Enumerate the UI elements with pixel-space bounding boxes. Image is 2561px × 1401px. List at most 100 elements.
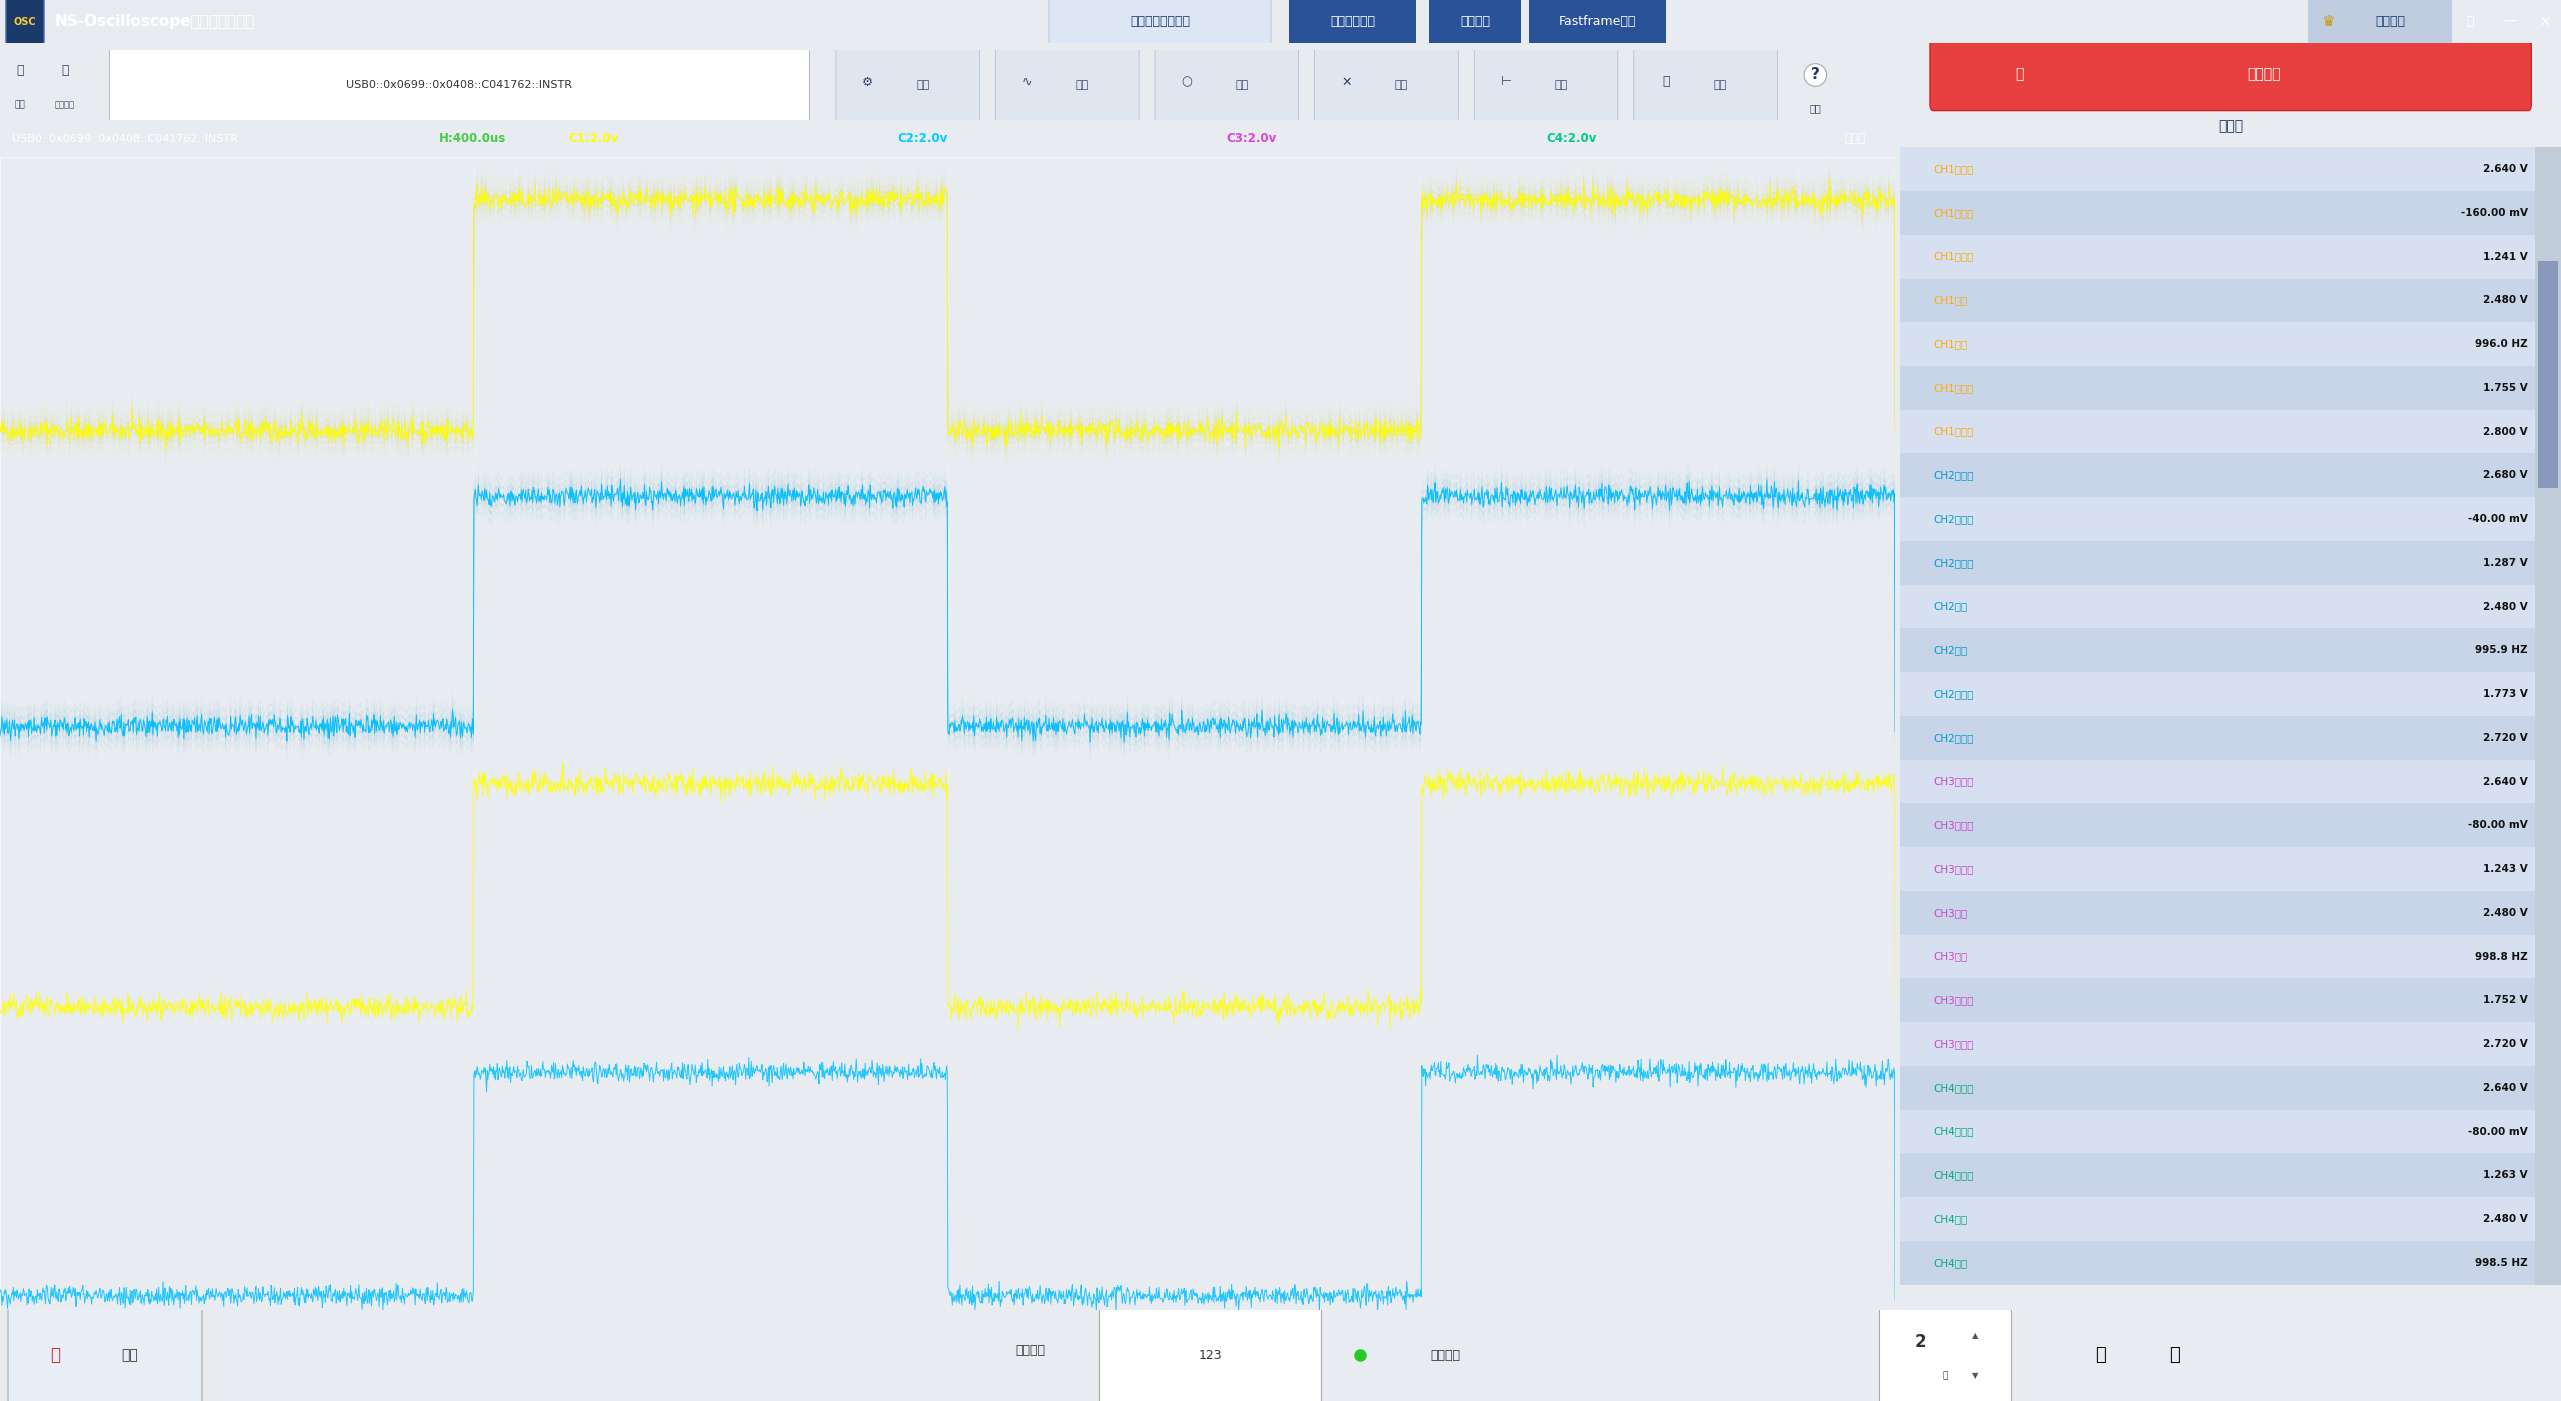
Text: H:400.0us: H:400.0us	[438, 132, 507, 146]
Text: 屏幕波形测量采集: 屏幕波形测量采集	[1129, 15, 1191, 28]
Text: 995.9 HZ: 995.9 HZ	[2476, 646, 2528, 656]
Text: 2.640 V: 2.640 V	[2484, 1083, 2528, 1093]
Text: 已触发: 已触发	[1844, 132, 1864, 146]
Text: CH2最低值: CH2最低值	[1934, 733, 1975, 743]
Text: ×: ×	[2538, 14, 2551, 29]
Bar	[1900, 1066, 2561, 1110]
Text: ▲: ▲	[1972, 1331, 1977, 1339]
FancyBboxPatch shape	[1634, 0, 1777, 255]
FancyBboxPatch shape	[835, 0, 978, 255]
Bar	[2535, 147, 2561, 1285]
Text: 内存波形采集: 内存波形采集	[1329, 15, 1375, 28]
Text: C2:2.0v: C2:2.0v	[899, 132, 948, 146]
FancyBboxPatch shape	[1931, 36, 2530, 111]
Text: ♛: ♛	[2320, 14, 2336, 29]
Text: 光标: 光标	[1555, 80, 1567, 91]
Text: CH1平均值: CH1平均值	[1934, 252, 1975, 262]
Bar	[1900, 1153, 2561, 1196]
Text: ▼: ▼	[1972, 1372, 1977, 1380]
Text: 测量: 测量	[1713, 80, 1726, 91]
Text: 996.0 HZ: 996.0 HZ	[2476, 339, 2528, 349]
Text: CH3幅值: CH3幅值	[1934, 908, 1967, 918]
Text: USB0::0x0699::0x0408::C041762::INSTR: USB0::0x0699::0x0408::C041762::INSTR	[13, 133, 238, 144]
FancyBboxPatch shape	[8, 1135, 202, 1401]
Bar	[1900, 629, 2561, 672]
Text: CH1幅值: CH1幅值	[1934, 296, 1967, 305]
Text: ⏸: ⏸	[51, 1346, 59, 1365]
Bar	[1900, 191, 2561, 235]
FancyBboxPatch shape	[1050, 0, 1270, 85]
Text: CH4最大值: CH4最大值	[1934, 1083, 1975, 1093]
Bar	[1900, 1196, 2561, 1241]
Text: 永次授权: 永次授权	[2374, 15, 2405, 28]
Text: 1.755 V: 1.755 V	[2484, 382, 2528, 392]
Text: 👤: 👤	[2466, 15, 2474, 28]
Text: CH4平均值: CH4平均值	[1934, 1170, 1975, 1180]
FancyBboxPatch shape	[1429, 0, 1521, 85]
Text: 设置: 设置	[917, 80, 930, 91]
Text: OSC: OSC	[13, 17, 36, 27]
Bar	[1900, 279, 2561, 322]
Bar	[1900, 541, 2561, 584]
Text: CH3最低值: CH3最低值	[1934, 1040, 1975, 1049]
Bar	[1900, 848, 2561, 891]
Text: 帧: 帧	[1941, 1372, 1949, 1380]
Text: CH4幅值: CH4幅值	[1934, 1215, 1967, 1224]
Text: CH3最小值: CH3最小值	[1934, 821, 1975, 831]
Bar	[1900, 366, 2561, 409]
Text: ⏸: ⏸	[2016, 67, 2023, 81]
Text: CH3有效值: CH3有效值	[1934, 995, 1975, 1006]
Text: 2: 2	[1913, 1332, 1926, 1351]
Text: CH1频率: CH1频率	[1934, 339, 1967, 349]
Text: 998.5 HZ: 998.5 HZ	[2476, 1258, 2528, 1268]
Text: 2.480 V: 2.480 V	[2484, 296, 2528, 305]
FancyBboxPatch shape	[1155, 0, 1298, 255]
Text: ✕: ✕	[1342, 76, 1352, 88]
Bar	[1900, 978, 2561, 1023]
Text: 通道: 通道	[1234, 80, 1247, 91]
Bar	[1900, 803, 2561, 848]
Bar	[1900, 454, 2561, 497]
Text: -160.00 mV: -160.00 mV	[2461, 207, 2528, 219]
Text: 🔗: 🔗	[15, 63, 23, 77]
Text: 触发: 触发	[1396, 80, 1409, 91]
Text: NS-Oscilloscope示波器控制软件: NS-Oscilloscope示波器控制软件	[54, 14, 256, 29]
Text: CH2平均值: CH2平均值	[1934, 558, 1975, 567]
Text: CH3最大值: CH3最大值	[1934, 776, 1975, 786]
Bar	[1900, 759, 2561, 803]
FancyBboxPatch shape	[2307, 0, 2451, 127]
Text: 连接: 连接	[15, 101, 26, 109]
Text: Fastframe辅助: Fastframe辅助	[1560, 15, 1636, 28]
Text: CH3频率: CH3频率	[1934, 951, 1967, 961]
Text: 2.640 V: 2.640 V	[2484, 164, 2528, 174]
FancyBboxPatch shape	[1880, 1226, 2010, 1401]
Text: 停止: 停止	[120, 1349, 138, 1362]
Text: 2.800 V: 2.800 V	[2484, 427, 2528, 437]
Text: CH2有效值: CH2有效值	[1934, 689, 1975, 699]
FancyBboxPatch shape	[1288, 0, 1416, 85]
Bar	[1900, 409, 2561, 454]
Text: CH1最小值: CH1最小值	[1934, 207, 1975, 219]
Text: CH3平均值: CH3平均值	[1934, 864, 1975, 874]
Text: 2.480 V: 2.480 V	[2484, 601, 2528, 612]
Bar	[1900, 1241, 2561, 1285]
Text: CH2最大值: CH2最大值	[1934, 471, 1975, 481]
Text: 2.720 V: 2.720 V	[2484, 1040, 2528, 1049]
FancyBboxPatch shape	[1529, 0, 1667, 85]
Text: 1.773 V: 1.773 V	[2484, 689, 2528, 699]
Text: ○: ○	[1181, 76, 1193, 88]
Bar	[1900, 934, 2561, 978]
Bar	[1900, 1110, 2561, 1153]
FancyBboxPatch shape	[996, 0, 1140, 255]
FancyBboxPatch shape	[1099, 1230, 1321, 1401]
Text: 2.720 V: 2.720 V	[2484, 733, 2528, 743]
Bar	[1900, 584, 2561, 629]
Bar	[1900, 1023, 2561, 1066]
Text: CH1最大值: CH1最大值	[1934, 164, 1975, 174]
FancyBboxPatch shape	[1314, 0, 1457, 255]
Text: 2.680 V: 2.680 V	[2484, 471, 2528, 481]
Text: ⊢: ⊢	[1501, 76, 1511, 88]
Text: 帮助: 帮助	[1811, 102, 1821, 113]
Text: 📏: 📏	[1662, 76, 1670, 88]
Text: —: —	[2502, 15, 2517, 28]
